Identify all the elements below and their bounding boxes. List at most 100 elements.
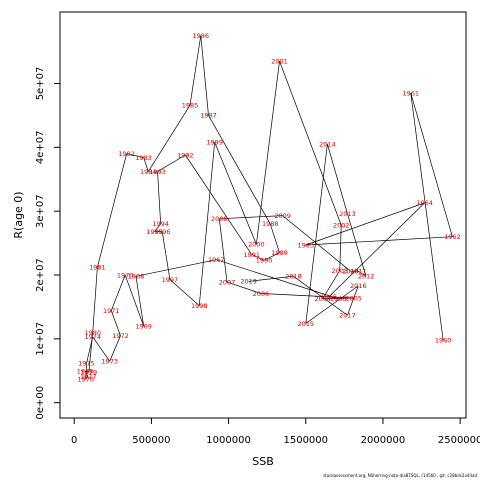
year-label: 1983 [135,154,152,162]
trajectory-segment [143,157,149,172]
trajectory-segment [263,252,280,261]
trajectory-segment [161,231,171,280]
trajectory-segment [85,363,87,380]
trajectory-segment [97,153,128,268]
year-label: 1975 [78,359,95,367]
trajectory-segment [216,259,339,299]
y-tick-label: 3e+07 [35,194,46,228]
year-label: 1992 [177,151,194,159]
year-label: 2008 [211,215,228,223]
year-label: 1960 [435,336,452,344]
trajectory-segment [110,310,121,336]
y-tick-label: 4e+07 [35,131,46,165]
x-tick-label: 1000000 [206,435,251,446]
year-label: 2006 [253,290,270,298]
x-axis: 0 500000 1000000 1500000 2000000 2500000 [71,418,480,446]
trajectory-segment [260,293,354,299]
y-axis-title: R(age 0) [12,191,25,238]
year-label: 1991 [243,251,260,259]
trajectory-segment [305,144,328,324]
trajectory-segment [92,267,98,333]
year-label: 1997 [162,276,179,284]
y-tick-label: 2e+07 [35,258,46,292]
year-label: 1985 [182,102,199,110]
year-label: 1976 [78,375,95,383]
trajectory-segment [84,371,89,373]
trajectory-segment [279,61,342,226]
year-label: 1981 [89,264,106,272]
year-label: 1971 [103,307,120,315]
year-label: 2014 [319,140,336,148]
trajectory-segment [85,376,89,380]
trajectory-segment [185,154,253,255]
plot-frame [59,11,467,419]
trajectory-segment [157,154,186,172]
year-label: 1984 [140,168,157,176]
year-label: 1977 [80,373,97,381]
trajectory-segment [305,236,453,246]
trajectory-segment [347,285,359,316]
trajectory-segment [322,297,354,299]
trajectory-segment [110,274,126,311]
x-tick-label: 500000 [132,435,170,446]
year-label: 2011 [350,267,367,275]
trajectory-segment [293,275,348,316]
trajectory-segment [328,202,425,297]
trajectory-segment [135,276,145,327]
trajectory-segment [248,275,294,282]
year-label: 2003 [331,267,348,275]
year-label: 1963 [297,241,314,249]
x-tick-label: 2000000 [361,435,406,446]
y-tick-label: 1e+07 [35,322,46,356]
year-label: 1967 [208,256,225,264]
x-axis-title: SSB [252,455,274,468]
data-line-group [84,35,453,380]
year-label: 1990 [256,257,273,265]
trajectory-segment [157,171,162,224]
y-tick-label: 5e+07 [35,67,46,101]
year-label: 1988 [262,220,279,228]
trajectory-segment [84,371,89,377]
year-label: 1993 [149,168,166,176]
year-label: 2001 [271,57,288,65]
trajectory-segment [358,270,367,277]
trajectory-segment [154,223,161,232]
year-label: 1974 [84,333,101,341]
year-label: 1972 [112,332,129,340]
x-tick-label: 2500000 [438,435,480,446]
year-label: 2004 [314,295,331,303]
trajectory-segment [126,153,144,158]
trajectory-segment [135,259,217,277]
trajectory-segment [322,270,341,299]
year-label: 1965 [321,293,338,301]
year-label: 1979 [81,368,98,376]
footer-credit: stockassessment.org, NSherring-noto-diaB… [323,473,477,478]
year-label: 1994 [152,220,169,228]
trajectory-segment [219,215,283,220]
year-label: 2012 [358,273,375,281]
year-label: 1982 [118,150,135,158]
x-tick-label: 1500000 [283,435,328,446]
year-label: 2016 [350,282,367,290]
trajectory-segment [169,279,200,306]
year-label: 2019 [240,278,257,286]
trajectory-segment [148,105,191,172]
trajectory-segment [269,223,280,253]
trajectory-segment [256,61,280,245]
year-label: 2007 [219,278,236,286]
year-label: 1961 [402,89,419,97]
year-label: 2010 [342,267,359,275]
year-label: 1969 [135,322,152,330]
trajectory-segment [198,142,216,306]
year-label: 1996 [154,228,171,236]
trajectory-segment [189,35,202,106]
trajectory-segment [305,202,425,246]
x-tick-label: 0 [71,435,77,446]
y-tick-label: 0e+00 [35,386,46,420]
trajectory-segment [410,92,453,237]
year-label: 1999 [206,139,223,147]
year-label: 1989 [271,249,288,257]
